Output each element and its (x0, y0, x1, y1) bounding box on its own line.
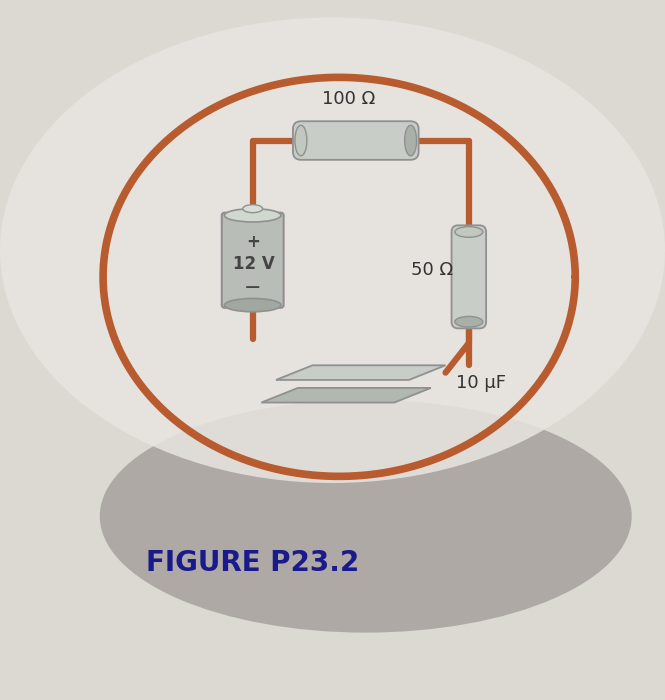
Text: 100 Ω: 100 Ω (323, 90, 376, 108)
Ellipse shape (0, 18, 665, 483)
Ellipse shape (455, 316, 483, 327)
Ellipse shape (404, 125, 416, 156)
Ellipse shape (243, 204, 263, 213)
Text: 12 V: 12 V (233, 255, 275, 272)
Ellipse shape (225, 209, 281, 222)
Text: FIGURE P23.2: FIGURE P23.2 (146, 549, 360, 577)
FancyBboxPatch shape (222, 213, 284, 308)
Ellipse shape (455, 227, 483, 237)
Ellipse shape (295, 125, 307, 156)
FancyBboxPatch shape (452, 225, 486, 328)
Text: +: + (246, 232, 259, 251)
Ellipse shape (225, 298, 281, 312)
Polygon shape (276, 365, 446, 380)
Ellipse shape (100, 400, 632, 633)
Text: 50 Ω: 50 Ω (411, 261, 454, 279)
Text: 10 μF: 10 μF (456, 374, 505, 392)
Text: −: − (244, 278, 261, 298)
FancyBboxPatch shape (293, 121, 419, 160)
Polygon shape (261, 388, 431, 402)
